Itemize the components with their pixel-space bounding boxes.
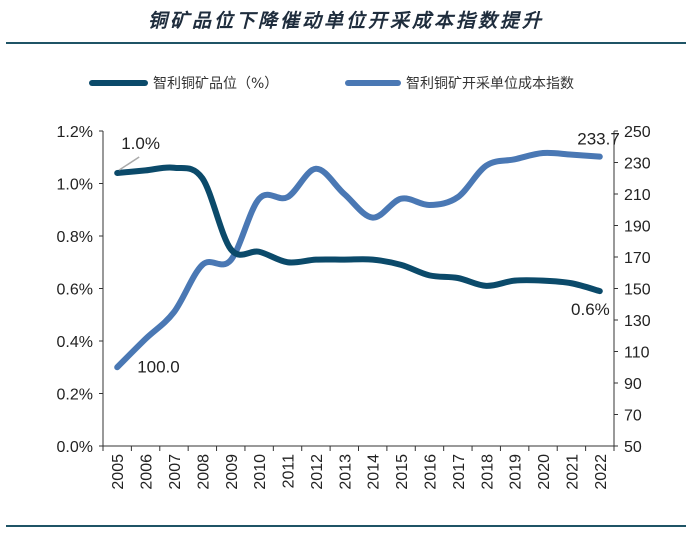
x-tick-label: 2018 — [479, 454, 496, 490]
footer-divider — [6, 525, 686, 527]
data-point-grade — [315, 259, 317, 261]
annotation-leader — [118, 156, 140, 171]
data-point-grade — [343, 259, 345, 261]
y-right-tick-label: 190 — [624, 219, 651, 236]
y-right-tick-label: 230 — [624, 156, 651, 173]
title-divider-top — [6, 42, 686, 44]
data-point-grade — [116, 172, 118, 174]
data-point-grade — [173, 167, 175, 169]
data-point-cost — [201, 264, 203, 266]
data-point-cost — [428, 204, 430, 206]
data-point-cost — [258, 198, 260, 200]
chart-title: 铜矿品位下降催动单位开采成本指数提升 — [147, 10, 544, 32]
data-point-grade — [145, 169, 147, 171]
data-point-cost — [230, 259, 232, 261]
data-point-grade — [514, 280, 516, 282]
x-tick-label: 2012 — [309, 454, 326, 490]
x-tick-label: 2015 — [394, 454, 411, 490]
data-point-cost — [173, 311, 175, 313]
data-point-grade — [258, 251, 260, 253]
series-layer — [114, 149, 603, 371]
data-point-grade — [287, 261, 289, 263]
data-point-grade — [457, 277, 459, 279]
data-point-grade — [428, 274, 430, 276]
x-tick-label: 2007 — [167, 454, 184, 490]
data-point-grade — [542, 280, 544, 282]
data-point-cost — [116, 366, 118, 368]
data-label: 233.7 — [577, 130, 620, 149]
y-right-tick-label: 90 — [624, 376, 642, 393]
x-tick-label: 2013 — [337, 454, 354, 490]
y-left-tick-label: 0.8% — [57, 229, 93, 246]
data-point-cost — [287, 196, 289, 198]
data-point-cost — [542, 152, 544, 154]
x-tick-label: 2016 — [422, 454, 439, 490]
data-label: 0.6% — [571, 300, 610, 319]
y-left-tick-label: 0.6% — [57, 282, 93, 299]
legend-label-cost: 智利铜矿开采单位成本指数 — [406, 76, 574, 92]
data-point-cost — [400, 198, 402, 200]
y-right-tick-label: 150 — [624, 282, 651, 299]
x-tick-label: 2005 — [110, 454, 127, 490]
x-tick-label: 2008 — [195, 454, 212, 490]
data-label: 100.0 — [137, 357, 180, 376]
data-point-grade — [400, 264, 402, 266]
data-point-cost — [485, 165, 487, 167]
data-point-cost — [343, 193, 345, 195]
y-left-tick-label: 1.2% — [57, 124, 93, 141]
data-point-grade — [599, 290, 601, 292]
data-point-cost — [457, 196, 459, 198]
y-right-tick-label: 170 — [624, 250, 651, 267]
data-point-grade — [230, 248, 232, 250]
data-point-cost — [514, 158, 516, 160]
x-tick-label: 2006 — [139, 454, 156, 490]
y-left-tick-label: 1.0% — [57, 177, 93, 194]
x-tick-label: 2019 — [508, 454, 525, 490]
x-tick-label: 2014 — [366, 454, 383, 490]
y-right-tick-label: 110 — [624, 345, 650, 362]
data-point-cost — [315, 168, 317, 170]
y-right-tick-label: 70 — [624, 408, 642, 425]
data-point-cost — [599, 156, 601, 158]
x-tick-label: 2020 — [536, 454, 553, 490]
series-line-cost — [114, 149, 603, 371]
y-right-tick-label: 210 — [624, 187, 651, 204]
y-left-tick-label: 0.4% — [57, 334, 93, 351]
x-tick-label: 2010 — [252, 454, 269, 490]
legend-label-grade: 智利铜矿品位（%） — [153, 76, 278, 92]
y-right-tick-label: 250 — [624, 124, 651, 141]
data-point-grade — [485, 285, 487, 287]
y-right-tick-label: 130 — [624, 313, 651, 330]
annotations: 1.0% 100.0 233.7 0.6% — [118, 130, 620, 376]
series-line-grade — [114, 164, 603, 295]
legend: 智利铜矿品位（%） 智利铜矿开采单位成本指数 — [89, 76, 574, 92]
data-point-cost — [372, 217, 374, 219]
data-point-cost — [145, 338, 147, 340]
y-left-tick-label: 0.0% — [57, 439, 93, 456]
axes: 0.0% 0.2% 0.4% 0.6% 0.8% 1.0% 1.2% 50 70 90 110 130… — [57, 124, 651, 490]
x-tick-label: 2009 — [224, 454, 241, 490]
x-tick-label: 2017 — [451, 454, 468, 490]
x-tick-label: 2021 — [564, 454, 581, 490]
data-point-cost — [570, 154, 572, 156]
x-tick-label: 2011 — [281, 454, 298, 489]
data-label: 1.0% — [121, 134, 160, 153]
y-left-tick-label: 0.2% — [57, 387, 93, 404]
data-point-grade — [201, 177, 203, 179]
y-right-tick-label: 50 — [624, 439, 642, 456]
data-point-grade — [570, 282, 572, 284]
x-tick-label: 2022 — [593, 454, 610, 490]
data-point-grade — [372, 259, 374, 261]
